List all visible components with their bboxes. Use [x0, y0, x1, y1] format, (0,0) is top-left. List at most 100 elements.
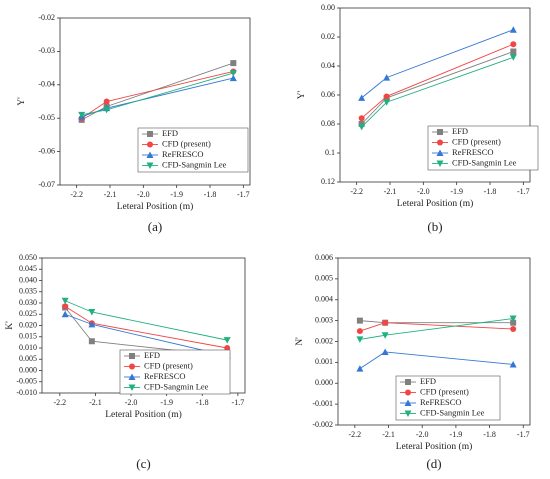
- y-tick-label: 0.015: [19, 332, 37, 341]
- marker: [405, 389, 411, 396]
- y-axis-label: Y': [297, 90, 307, 99]
- marker: [405, 379, 411, 385]
- y-tick-label: 0.050: [19, 253, 37, 262]
- plot-frame: [59, 17, 251, 186]
- y-tick-label: -0.04: [38, 80, 55, 89]
- x-axis-label: Leteral Position (m): [117, 201, 194, 212]
- marker: [230, 60, 237, 67]
- marker: [62, 303, 69, 310]
- marker: [229, 74, 237, 82]
- legend-label: EFD: [452, 126, 468, 136]
- caption: (c): [136, 456, 150, 471]
- marker: [224, 345, 231, 351]
- caption: (b): [427, 219, 442, 234]
- legend-label: CFD-Sangmin Lee: [420, 407, 485, 417]
- series-line: [361, 43, 514, 119]
- y-tick-label: -0.010: [16, 388, 37, 397]
- y-tick-label: 0.020: [19, 320, 37, 329]
- x-tick-label: -1.8: [484, 187, 497, 196]
- marker: [356, 317, 363, 324]
- x-tick-label: -2.0: [417, 187, 430, 196]
- legend-box: [427, 125, 539, 171]
- legend-label: CFD (present): [420, 386, 469, 396]
- x-tick-label: -2.2: [53, 398, 66, 407]
- marker: [128, 373, 136, 380]
- y-tick-label: 0.004: [315, 295, 333, 304]
- series-line: [64, 300, 228, 341]
- legend-label: CFD (present): [144, 360, 193, 370]
- marker: [509, 315, 517, 323]
- legend-box: [119, 349, 231, 395]
- series-line: [361, 29, 514, 99]
- caption: (a): [148, 219, 162, 234]
- x-tick-label: -1.7: [232, 398, 245, 407]
- y-tick-label: 0.00: [321, 3, 335, 12]
- x-tick-label: -2.0: [125, 398, 138, 407]
- marker: [381, 332, 389, 339]
- marker: [404, 399, 412, 406]
- y-tick-label: -0.005: [16, 377, 37, 386]
- marker: [437, 139, 443, 146]
- x-tick-label: -2.1: [382, 430, 395, 439]
- caption: (d): [426, 456, 441, 471]
- marker: [383, 99, 391, 106]
- y-tick-label: 0.005: [315, 274, 333, 283]
- x-tick-label: -2.1: [89, 398, 102, 407]
- y-tick-label: 0.030: [19, 298, 37, 307]
- marker: [356, 328, 363, 335]
- y-tick-label: 0.002: [315, 336, 333, 345]
- x-tick-label: -2.2: [70, 190, 83, 199]
- marker: [128, 384, 136, 391]
- legend-label: EFD: [162, 128, 178, 138]
- marker: [509, 360, 517, 368]
- y-tick-label: 0.08: [321, 119, 335, 128]
- y-axis-label: Y': [17, 97, 27, 106]
- marker: [358, 115, 365, 122]
- y-tick-label: 0.025: [19, 309, 37, 318]
- y-tick-label: 0.04: [321, 61, 335, 70]
- y-tick-label: 0.003: [315, 315, 333, 324]
- marker: [358, 94, 366, 101]
- legend-label: ReFRESCO: [420, 397, 462, 407]
- x-tick-label: -2.2: [349, 430, 362, 439]
- y-tick-label: 0.000: [315, 378, 333, 387]
- marker: [510, 41, 517, 48]
- marker: [88, 309, 96, 316]
- marker: [358, 123, 366, 131]
- y-tick-label: -0.06: [38, 146, 55, 155]
- x-axis-label: Leteral Position (m): [397, 198, 474, 209]
- y-tick-label: 0.010: [19, 343, 37, 352]
- y-tick-label: -0.02: [38, 13, 55, 22]
- x-tick-label: -2.0: [137, 190, 150, 199]
- y-tick-label: -0.05: [38, 113, 55, 122]
- marker: [61, 297, 69, 305]
- y-tick-label: 0.1: [325, 148, 335, 157]
- x-tick-label: -1.7: [517, 187, 530, 196]
- legend-label: ReFRESCO: [452, 147, 494, 157]
- y-tick-label: -0.07: [38, 180, 55, 189]
- marker: [78, 111, 86, 119]
- x-axis-label: Leteral Position (m): [105, 409, 182, 420]
- marker: [509, 54, 517, 61]
- marker: [146, 151, 154, 158]
- marker: [223, 337, 231, 344]
- x-tick-label: -1.8: [196, 398, 209, 407]
- x-tick-label: -2.2: [350, 187, 363, 196]
- marker: [437, 129, 443, 135]
- legend-box: [395, 375, 501, 421]
- marker: [61, 310, 69, 318]
- marker: [88, 320, 96, 328]
- y-axis-label: K': [5, 321, 15, 330]
- y-tick-label: 0.02: [321, 32, 335, 41]
- legend-label: CFD-Sangmin Lee: [144, 381, 209, 391]
- marker: [510, 48, 517, 55]
- y-axis-label: N': [295, 337, 305, 346]
- series-line: [361, 56, 514, 128]
- x-tick-label: -1.9: [450, 187, 463, 196]
- marker: [103, 98, 110, 105]
- legend-box: [137, 127, 249, 173]
- marker: [436, 149, 444, 156]
- legend-label: EFD: [420, 376, 436, 386]
- y-tick-label: 0.000: [19, 365, 37, 374]
